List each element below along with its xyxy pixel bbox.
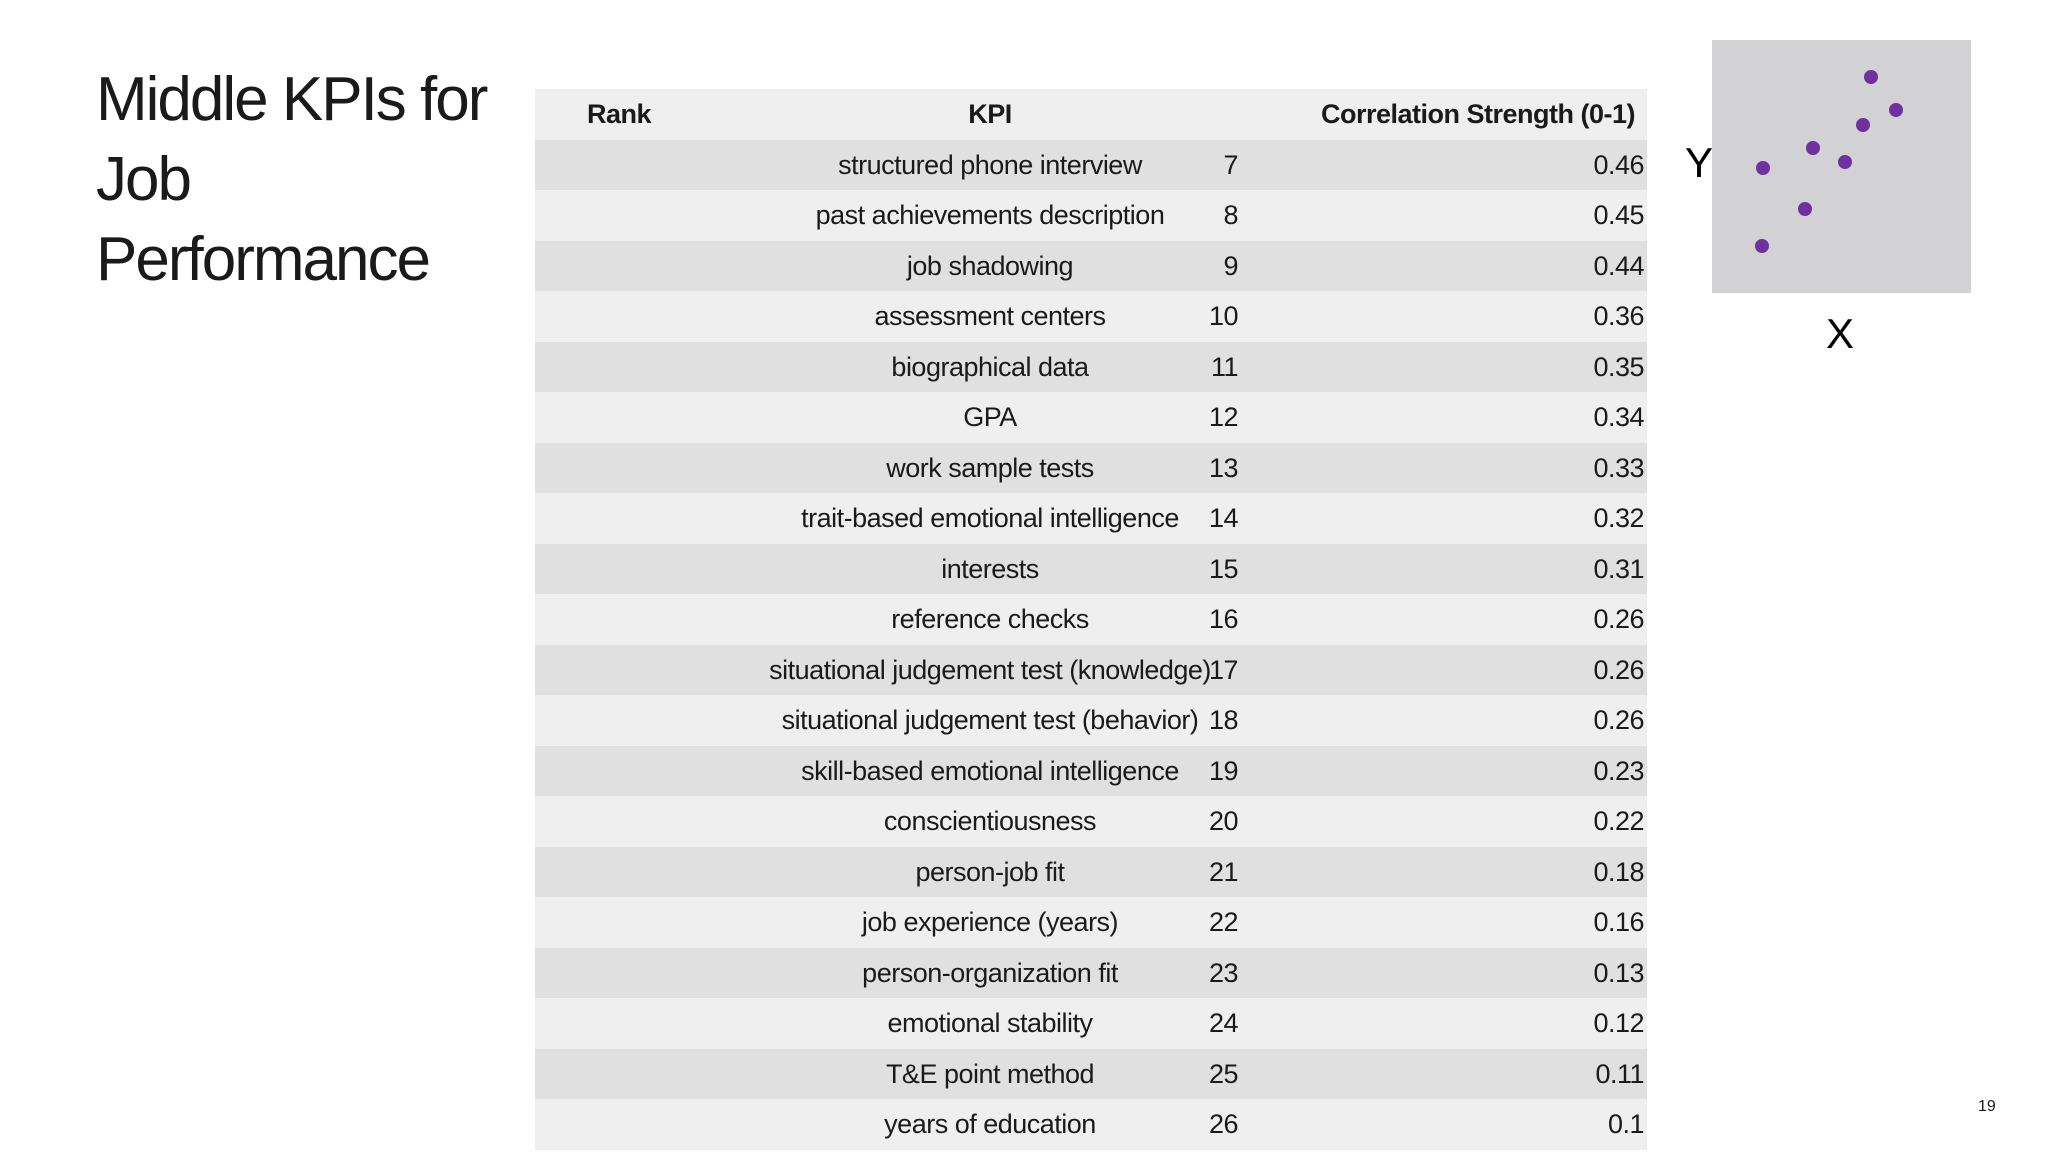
correlation-cell: 0.26 — [1593, 654, 1644, 685]
kpi-cell: situational judgement test (behavior) — [781, 705, 1199, 735]
rank-cell: 7 — [1223, 149, 1238, 180]
rank-cell: 18 — [1208, 705, 1239, 735]
table-row: 26 years of education 0.1 — [535, 1099, 1647, 1150]
rank-cell: 17 — [1208, 654, 1239, 685]
rank-cell: 24 — [1208, 1008, 1239, 1038]
kpi-cell: past achievements description — [815, 200, 1165, 230]
rank-cell: 12 — [1208, 402, 1239, 432]
correlation-cell: 0.1 — [1607, 1109, 1645, 1139]
scatter-icon: Y X — [1685, 40, 1971, 350]
correlation-cell: 0.31 — [1593, 553, 1644, 584]
correlation-cell: 0.45 — [1593, 200, 1644, 230]
table-row: 8 past achievements description 0.45 — [535, 190, 1647, 241]
kpi-cell: person-job fit — [915, 856, 1065, 887]
correlation-cell: 0.11 — [1595, 1058, 1644, 1089]
table-row: 19 skill-based emotional intelligence 0.23 — [535, 745, 1647, 796]
rank-cell: 11 — [1210, 351, 1239, 382]
correlation-cell: 0.26 — [1593, 705, 1644, 735]
icon-dots — [1755, 70, 1903, 253]
kpi-table: Rank KPI Correlation Strength (0-1) 7 struct… — [535, 89, 1647, 1150]
kpi-cell: job experience (years) — [861, 907, 1119, 937]
header-cell: Correlation Strength (0-1) — [1320, 99, 1636, 129]
kpi-cell: situational judgement test (knowledge) — [769, 654, 1211, 685]
correlation-cell: 0.16 — [1593, 907, 1644, 937]
table-row: 21 person-job fit 0.18 — [535, 846, 1647, 897]
correlation-cell: 0.22 — [1593, 806, 1644, 836]
rank-cell: 13 — [1208, 452, 1239, 483]
kpi-cell: interests — [941, 553, 1039, 584]
correlation-cell: 0.18 — [1593, 856, 1644, 887]
table-row: 17 situational judgement test (knowledge)… — [535, 644, 1647, 695]
kpi-cell: conscientiousness — [883, 806, 1097, 836]
slide-title: Middle KPIs for Job Performance — [96, 65, 488, 294]
rank-cell: 21 — [1208, 856, 1239, 887]
kpi-cell: job shadowing — [906, 250, 1074, 281]
table-row: 12 GPA 0.34 — [535, 392, 1647, 443]
correlation-cell: 0.44 — [1593, 250, 1644, 281]
rank-cell: 9 — [1223, 250, 1238, 281]
kpi-cell: reference checks — [891, 604, 1089, 634]
kpi-cell: skill-based emotional intelligence — [801, 755, 1179, 786]
rank-cell: 26 — [1208, 1109, 1239, 1139]
kpi-cell: assessment centers — [874, 301, 1106, 331]
icon-x-label: X — [1826, 310, 1854, 350]
kpi-cell: emotional stability — [887, 1008, 1093, 1038]
kpi-cell: years of education — [884, 1109, 1096, 1139]
rank-cell: 15 — [1208, 553, 1239, 584]
kpi-cell: biographical data — [891, 351, 1089, 382]
rank-cell: 25 — [1208, 1058, 1239, 1089]
kpi-cell: trait-based emotional intelligence — [801, 503, 1179, 533]
table-row: 11 biographical data 0.35 — [535, 341, 1647, 392]
correlation-cell: 0.46 — [1593, 149, 1644, 180]
header-cell: KPI — [968, 99, 1012, 129]
kpi-cell: T&E point method — [885, 1058, 1095, 1089]
table-row: 20 conscientiousness 0.22 — [535, 796, 1647, 847]
correlation-cell: 0.34 — [1593, 402, 1644, 432]
table-row: 10 assessment centers 0.36 — [535, 291, 1647, 342]
correlation-cell: 0.36 — [1593, 301, 1644, 331]
correlation-cell: 0.32 — [1593, 503, 1644, 533]
header-row: Rank KPI Correlation Strength (0-1) — [535, 89, 1647, 140]
kpi-cell: work sample tests — [886, 452, 1094, 483]
rank-cell: 23 — [1208, 957, 1239, 988]
table-row: 23 person-organization fit 0.13 — [535, 947, 1647, 998]
table-row: 15 interests 0.31 — [535, 543, 1647, 594]
table-row: 7 structured phone interview 0.46 — [535, 139, 1647, 190]
table-row: 25 T&E point method 0.11 — [535, 1048, 1647, 1099]
table-row: 9 job shadowing 0.44 — [535, 240, 1647, 291]
icon-y-label: Y — [1685, 139, 1713, 186]
kpi-cell: structured phone interview — [838, 149, 1142, 180]
correlation-cell: 0.12 — [1593, 1008, 1644, 1038]
table-row: 24 emotional stability 0.12 — [535, 998, 1647, 1049]
correlation-cell: 0.13 — [1593, 957, 1644, 988]
table-row: 13 work sample tests 0.33 — [535, 442, 1647, 493]
table-row: 22 job experience (years) 0.16 — [535, 897, 1647, 948]
kpi-cell: GPA — [963, 402, 1017, 432]
table-row: 18 situational judgement test (behavior) 0… — [535, 695, 1647, 746]
correlation-cell: 0.33 — [1593, 452, 1644, 483]
rank-cell: 16 — [1208, 604, 1239, 634]
header-cell: Rank — [586, 99, 652, 129]
correlation-cell: 0.23 — [1593, 755, 1644, 786]
rank-cell: 20 — [1208, 806, 1239, 836]
rank-cell: 14 — [1208, 503, 1239, 533]
table-row: 14 trait-based emotional intelligence 0.32 — [535, 493, 1647, 544]
rank-cell: 8 — [1223, 200, 1238, 230]
kpi-cell: person-organization fit — [862, 957, 1118, 988]
rank-cell: 22 — [1208, 907, 1239, 937]
rank-cell: 10 — [1208, 301, 1239, 331]
correlation-cell: 0.35 — [1593, 351, 1644, 382]
page-number: 19 — [1978, 1098, 1996, 1115]
correlation-cell: 0.26 — [1593, 604, 1644, 634]
table-row: 16 reference checks 0.26 — [535, 594, 1647, 645]
rank-cell: 19 — [1208, 755, 1239, 786]
